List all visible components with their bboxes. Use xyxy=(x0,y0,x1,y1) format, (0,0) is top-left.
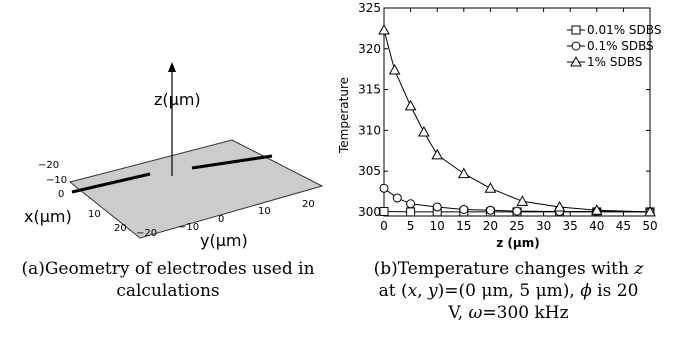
x-tick-2: 0 xyxy=(58,189,64,200)
x-tick-label: 15 xyxy=(456,219,471,233)
y-tick-label: 325 xyxy=(358,1,381,15)
caption-b-line-3: V, ω=300 kHz xyxy=(448,303,569,323)
caption-a: (a)Geometry of electrodes used in calcul… xyxy=(21,259,315,301)
x-axis-label: x(μm) xyxy=(24,207,72,226)
electrode-right xyxy=(191,154,273,170)
substrate-plane xyxy=(68,139,324,239)
x-tick-label: 5 xyxy=(407,219,415,233)
x-tick-3: 10 xyxy=(88,209,101,220)
y-tick-4: 20 xyxy=(302,199,315,210)
legend-label: 0.01% SDBS xyxy=(587,23,661,37)
data-point-square xyxy=(406,207,416,217)
data-point-triangle xyxy=(516,195,529,206)
z-axis-label: z(μm) xyxy=(154,90,201,109)
data-point-circle xyxy=(379,183,389,193)
y-tick-label: 305 xyxy=(358,164,381,178)
data-point-triangle xyxy=(457,167,470,179)
caption-b-line-2: at (x, y)=(0 μm, 5 μm), ϕ is 20 xyxy=(378,281,639,301)
y-tick-1: −10 xyxy=(178,222,199,233)
data-point-triangle xyxy=(388,63,401,75)
x-tick-label: 25 xyxy=(509,219,524,233)
data-point-triangle xyxy=(590,204,603,215)
data-point-triangle xyxy=(404,99,417,111)
plot-area: 300 305 310 315 320 325 0 5 10 15 20 25 30 35 40 45 50 xyxy=(358,1,658,233)
y-tick-label: 315 xyxy=(358,83,381,97)
data-point-triangle xyxy=(378,23,390,35)
legend-marker-triangle xyxy=(570,55,582,67)
y-tick-label: 300 xyxy=(358,205,381,219)
x-tick-4: 20 xyxy=(114,223,127,234)
y-tick-2: 0 xyxy=(218,214,224,225)
data-point-triangle xyxy=(431,148,444,160)
data-point-circle xyxy=(459,204,469,214)
x-tick-label: 20 xyxy=(483,219,498,233)
x-tick-0: −20 xyxy=(38,160,59,171)
x-tick-label: 50 xyxy=(642,219,657,233)
x-tick-label: 35 xyxy=(563,219,578,233)
caption-b-line-1: (b)Temperature changes with z xyxy=(373,259,644,279)
x-tick-label: 10 xyxy=(430,219,445,233)
data-point-circle xyxy=(432,202,442,212)
x-tick-label: 40 xyxy=(589,219,604,233)
data-point-triangle xyxy=(418,125,430,137)
data-point-circle xyxy=(392,193,402,203)
data-point-triangle xyxy=(644,205,656,217)
legend-label: 0.1% SDBS xyxy=(587,39,654,53)
x-axis-label: z (μm) xyxy=(496,236,539,250)
z-axis-arrowhead xyxy=(168,62,176,72)
data-point-circle xyxy=(406,199,416,209)
legend-marker-circle xyxy=(571,41,581,51)
series-line-1 xyxy=(383,187,651,213)
x-tick-label: 45 xyxy=(616,219,631,233)
x-tick-label: 30 xyxy=(536,219,551,233)
electrode-geometry-figure: z(μm) x(μm) y(μm) −20 −10 0 10 20 −20 −1… xyxy=(24,62,324,250)
y-axis-label: Temperature xyxy=(337,77,351,154)
y-tick-3: 10 xyxy=(258,206,271,217)
y-tick-label: 310 xyxy=(358,123,381,137)
electrode-left xyxy=(71,172,151,194)
data-point-circle xyxy=(512,206,522,216)
legend-label: 1% SDBS xyxy=(587,55,642,69)
data-point-triangle xyxy=(553,200,566,212)
legend-marker-square xyxy=(571,25,581,35)
x-tick-label: 0 xyxy=(380,219,388,233)
temperature-chart: 300 305 310 315 320 325 0 5 10 15 20 25 30 35 40 45 50 T… xyxy=(337,1,661,250)
y-tick-0: −20 xyxy=(136,228,157,239)
legend: 0.01% SDBS 0.1% SDBS 1% SDBS xyxy=(567,23,661,69)
data-point-circle xyxy=(485,205,495,215)
y-tick-label: 320 xyxy=(358,42,381,56)
data-point-square xyxy=(379,207,389,217)
data-point-triangle xyxy=(484,182,497,193)
x-tick-1: −10 xyxy=(46,175,67,186)
caption-b: (b)Temperature changes with z at (x, y)=… xyxy=(336,258,681,324)
y-axis-label: y(μm) xyxy=(200,231,248,250)
